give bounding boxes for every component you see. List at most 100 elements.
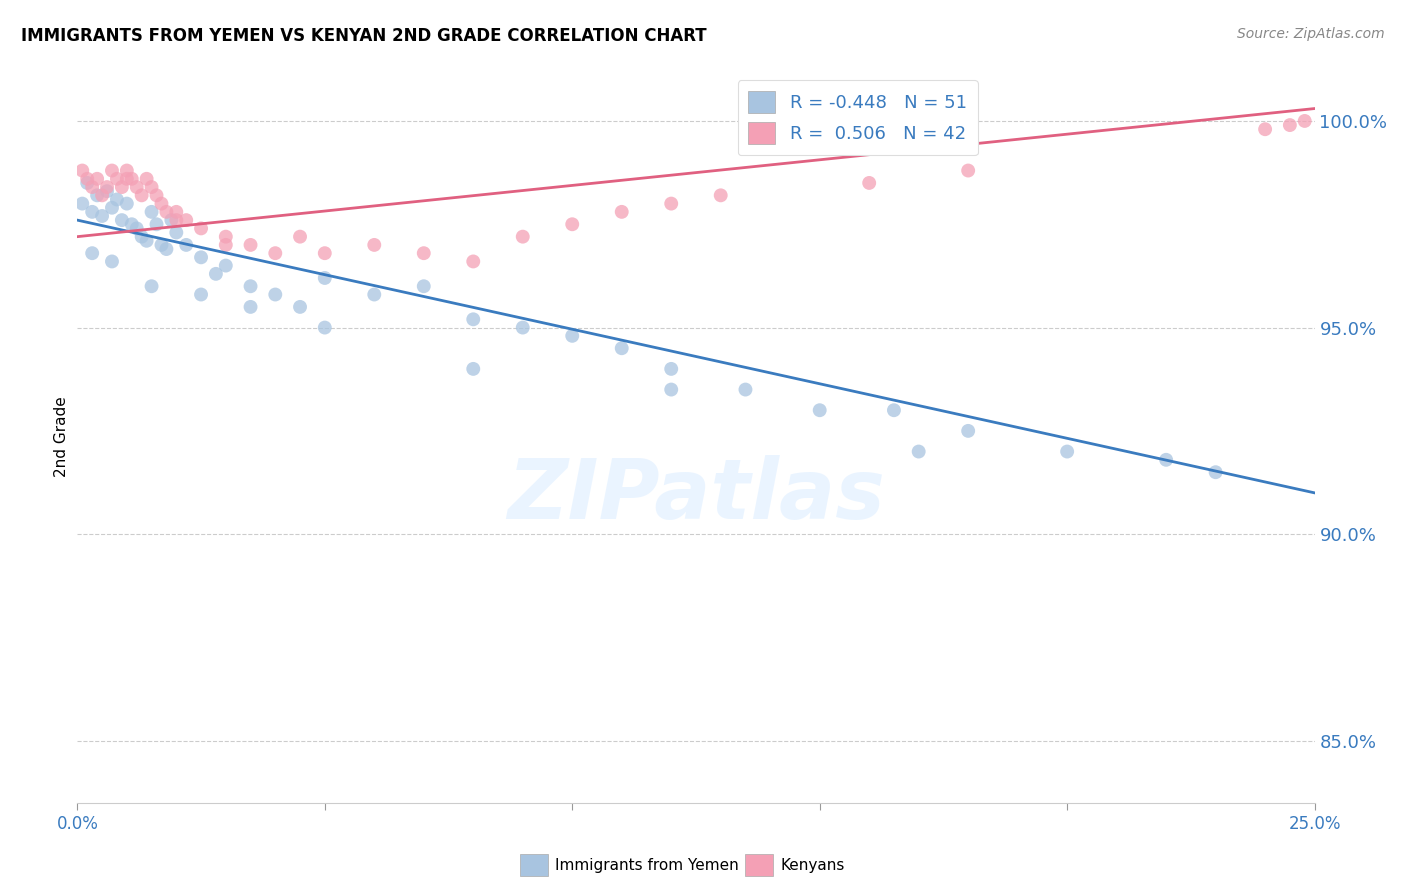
Point	[264, 287, 287, 301]
Point	[165, 226, 187, 240]
Point	[239, 300, 262, 314]
Legend: R = -0.448   N = 51, R =  0.506   N = 42: R = -0.448 N = 51, R = 0.506 N = 42	[738, 80, 977, 155]
Point	[463, 312, 485, 326]
Point	[111, 180, 134, 194]
Point	[957, 424, 980, 438]
Point	[155, 205, 177, 219]
Point	[215, 229, 238, 244]
Point	[512, 320, 534, 334]
Point	[215, 259, 238, 273]
Point	[314, 246, 336, 260]
Point	[125, 221, 148, 235]
Point	[314, 271, 336, 285]
Point	[101, 201, 124, 215]
Point	[561, 217, 583, 231]
Point	[314, 320, 336, 334]
Point	[105, 193, 128, 207]
Point	[239, 279, 262, 293]
Point	[165, 213, 187, 227]
Point	[205, 267, 228, 281]
Point	[659, 196, 682, 211]
Point	[463, 254, 485, 268]
Point	[239, 238, 262, 252]
Point	[858, 176, 880, 190]
Point	[111, 213, 134, 227]
Point	[115, 163, 138, 178]
Point	[412, 246, 434, 260]
Point	[1278, 118, 1301, 132]
Point	[76, 171, 98, 186]
Point	[135, 234, 157, 248]
Point	[659, 362, 682, 376]
Text: IMMIGRANTS FROM YEMEN VS KENYAN 2ND GRADE CORRELATION CHART: IMMIGRANTS FROM YEMEN VS KENYAN 2ND GRAD…	[21, 27, 707, 45]
Point	[463, 362, 485, 376]
Point	[105, 171, 128, 186]
Point	[883, 403, 905, 417]
Point	[131, 188, 153, 202]
Point	[288, 300, 311, 314]
Point	[125, 180, 148, 194]
Point	[131, 229, 153, 244]
Point	[190, 221, 212, 235]
Point	[808, 403, 831, 417]
Point	[1154, 452, 1177, 467]
Point	[561, 328, 583, 343]
Point	[174, 213, 197, 227]
Point	[907, 444, 929, 458]
Text: Kenyans: Kenyans	[780, 858, 845, 872]
Point	[363, 287, 385, 301]
Point	[115, 196, 138, 211]
Point	[135, 171, 157, 186]
Point	[288, 229, 311, 244]
Point	[82, 205, 104, 219]
Point	[1254, 122, 1277, 136]
Point	[710, 188, 733, 202]
Point	[86, 188, 108, 202]
Point	[72, 163, 94, 178]
Point	[82, 180, 104, 194]
Point	[160, 213, 183, 227]
Point	[72, 196, 94, 211]
Point	[1205, 465, 1227, 479]
Point	[141, 205, 163, 219]
Point	[145, 217, 167, 231]
Y-axis label: 2nd Grade: 2nd Grade	[53, 397, 69, 477]
Point	[174, 238, 197, 252]
Point	[91, 188, 114, 202]
Point	[121, 171, 143, 186]
Point	[76, 176, 98, 190]
Point	[190, 250, 212, 264]
Point	[141, 279, 163, 293]
Point	[1056, 444, 1078, 458]
Point	[659, 383, 682, 397]
Point	[115, 171, 138, 186]
Point	[165, 205, 187, 219]
Point	[734, 383, 756, 397]
Text: Source: ZipAtlas.com: Source: ZipAtlas.com	[1237, 27, 1385, 41]
Point	[190, 287, 212, 301]
Point	[1294, 114, 1316, 128]
Point	[145, 188, 167, 202]
Point	[412, 279, 434, 293]
Point	[150, 196, 173, 211]
Point	[141, 180, 163, 194]
Point	[512, 229, 534, 244]
Point	[91, 209, 114, 223]
Point	[957, 163, 980, 178]
Text: ZIPatlas: ZIPatlas	[508, 455, 884, 536]
Point	[121, 217, 143, 231]
Text: Immigrants from Yemen: Immigrants from Yemen	[555, 858, 740, 872]
Point	[215, 238, 238, 252]
Point	[150, 238, 173, 252]
Point	[155, 242, 177, 256]
Point	[101, 163, 124, 178]
Point	[96, 180, 118, 194]
Point	[96, 184, 118, 198]
Point	[264, 246, 287, 260]
Point	[610, 341, 633, 355]
Point	[610, 205, 633, 219]
Point	[86, 171, 108, 186]
Point	[363, 238, 385, 252]
Point	[82, 246, 104, 260]
Point	[101, 254, 124, 268]
